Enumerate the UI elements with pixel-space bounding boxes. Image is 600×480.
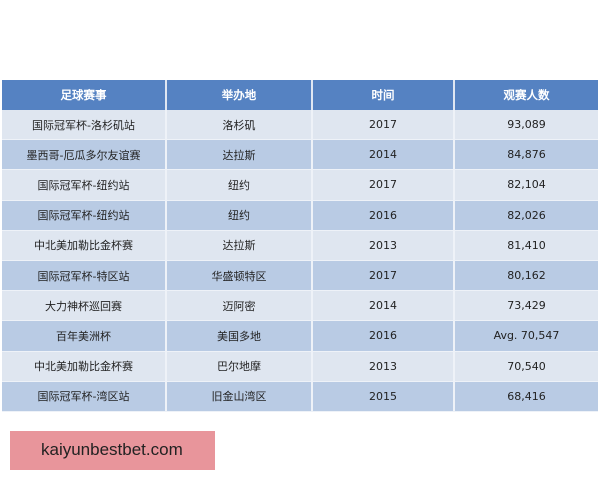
cell-event: 国际冠军杯-湾区站 [2, 381, 167, 412]
table-row: 国际冠军杯-纽约站 纽约 2016 82,026 [2, 200, 598, 231]
cell-attendance: 68,416 [454, 381, 598, 412]
table-row: 墨西哥-厄瓜多尔友谊赛 达拉斯 2014 84,876 [2, 139, 598, 171]
cell-event: 国际冠军杯-纽约站 [2, 200, 167, 231]
header-event: 足球赛事 [2, 80, 167, 110]
cell-venue: 巴尔地摩 [166, 351, 313, 382]
promo-banner[interactable]: kaiyunbestbet.com [10, 431, 215, 470]
header-attendance: 观赛人数 [454, 80, 598, 110]
cell-attendance: 84,876 [454, 139, 598, 171]
header-year: 时间 [312, 80, 455, 110]
attendance-table: 足球赛事 举办地 时间 观赛人数 国际冠军杯-洛杉矶站 洛杉矶 2017 93,089… [2, 80, 598, 412]
table-row: 大力神杯巡回赛 迈阿密 2014 73,429 [2, 290, 598, 322]
table-row: 国际冠军杯-特区站 华盛顿特区 2017 80,162 [2, 260, 598, 292]
cell-year: 2014 [312, 139, 455, 171]
table-row: 国际冠军杯-纽约站 纽约 2017 82,104 [2, 169, 598, 201]
cell-year: 2017 [312, 169, 455, 201]
cell-year: 2013 [312, 230, 455, 261]
cell-attendance: 70,540 [454, 351, 598, 382]
cell-year: 2016 [312, 200, 455, 231]
cell-event: 中北美加勒比金杯赛 [2, 230, 167, 261]
cell-attendance: 93,089 [454, 110, 598, 141]
cell-year: 2016 [312, 320, 455, 352]
cell-event: 国际冠军杯-纽约站 [2, 169, 167, 201]
cell-attendance: Avg. 70,547 [454, 320, 598, 352]
table-header-row: 足球赛事 举办地 时间 观赛人数 [2, 80, 598, 110]
table-row: 国际冠军杯-湾区站 旧金山湾区 2015 68,416 [2, 381, 598, 412]
cell-attendance: 82,026 [454, 200, 598, 231]
cell-venue: 迈阿密 [166, 290, 313, 322]
cell-year: 2015 [312, 381, 455, 412]
cell-venue: 华盛顿特区 [166, 260, 313, 292]
promo-link[interactable]: kaiyunbestbet.com [41, 440, 183, 459]
cell-venue: 纽约 [166, 169, 313, 201]
table-row: 百年美洲杯 美国多地 2016 Avg. 70,547 [2, 320, 598, 352]
table-row: 中北美加勒比金杯赛 达拉斯 2013 81,410 [2, 230, 598, 261]
cell-venue: 旧金山湾区 [166, 381, 313, 412]
cell-event: 墨西哥-厄瓜多尔友谊赛 [2, 139, 167, 171]
cell-event: 百年美洲杯 [2, 320, 167, 352]
cell-year: 2014 [312, 290, 455, 322]
cell-event: 中北美加勒比金杯赛 [2, 351, 167, 382]
cell-attendance: 81,410 [454, 230, 598, 261]
cell-year: 2017 [312, 260, 455, 292]
cell-venue: 洛杉矶 [166, 110, 313, 141]
table-row: 国际冠军杯-洛杉矶站 洛杉矶 2017 93,089 [2, 110, 598, 141]
cell-attendance: 80,162 [454, 260, 598, 292]
cell-venue: 达拉斯 [166, 139, 313, 171]
header-venue: 举办地 [166, 80, 313, 110]
cell-attendance: 82,104 [454, 169, 598, 201]
cell-venue: 纽约 [166, 200, 313, 231]
cell-event: 国际冠军杯-特区站 [2, 260, 167, 292]
cell-year: 2013 [312, 351, 455, 382]
cell-venue: 达拉斯 [166, 230, 313, 261]
cell-attendance: 73,429 [454, 290, 598, 322]
cell-event: 大力神杯巡回赛 [2, 290, 167, 322]
cell-event: 国际冠军杯-洛杉矶站 [2, 110, 167, 141]
cell-venue: 美国多地 [166, 320, 313, 352]
table-row: 中北美加勒比金杯赛 巴尔地摩 2013 70,540 [2, 351, 598, 382]
cell-year: 2017 [312, 110, 455, 141]
